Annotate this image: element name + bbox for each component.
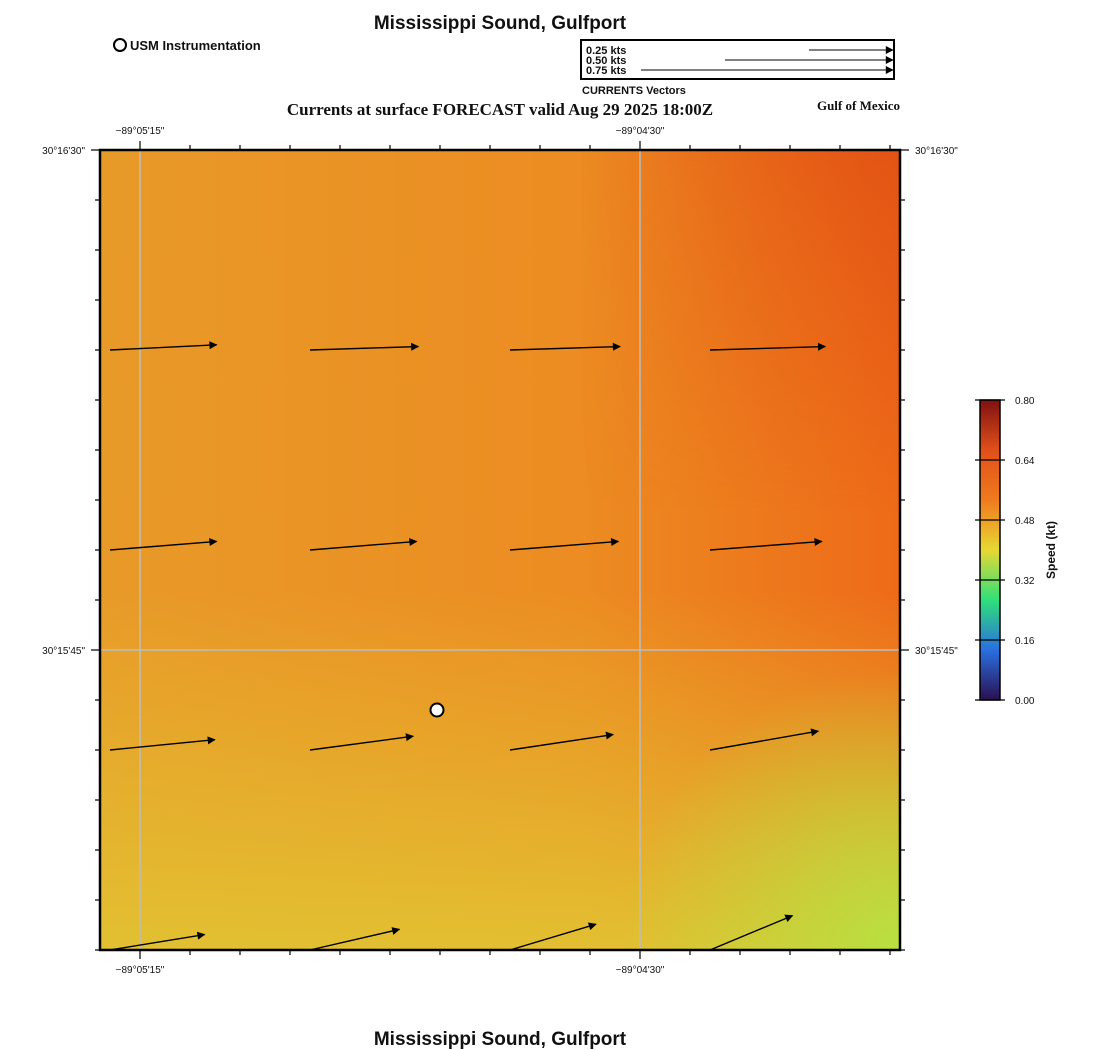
station-marker[interactable] [429, 702, 445, 718]
station-legend-label: USM Instrumentation [130, 38, 261, 53]
footer-title: Mississippi Sound, Gulfport [374, 1029, 627, 1050]
current-vector-r3-c0 [109, 931, 206, 951]
left-tick-label: 30°16'30" [42, 146, 85, 157]
vector-key-label: 0.75 kts [586, 65, 626, 77]
current-vector-r2-c0 [109, 736, 216, 751]
colorbar-tick-label: 0.48 [1015, 516, 1035, 527]
current-vector-r1-c0 [109, 537, 218, 551]
current-vector-r1-c1 [309, 537, 418, 551]
current-vector-r0-c2 [509, 342, 621, 351]
current-vector-r2-c1 [309, 733, 414, 751]
current-vector-r2-c2 [509, 731, 614, 751]
station-legend-icon [113, 38, 127, 52]
region-label: Gulf of Mexico [817, 98, 900, 113]
colorbar-tick-label: 0.64 [1015, 456, 1035, 467]
right-tick-label: 30°16'30" [915, 146, 958, 157]
current-vector-r0-c1 [309, 342, 420, 351]
frame-ticks [91, 141, 909, 959]
colorbar-ticks: 0.80 0.64 0.48 0.32 0.16 0.00 [975, 396, 1035, 707]
station-legend: USM Instrumentation [113, 38, 261, 53]
current-speed-field [100, 150, 900, 950]
bottom-tick-label: −89°05'15" [116, 965, 165, 976]
right-tick-label: 30°15'45" [915, 646, 958, 657]
colorbar-tick-label: 0.80 [1015, 396, 1035, 407]
vector-key-label: 0.25 kts [586, 45, 626, 57]
bottom-tick-label: −89°04'30" [616, 965, 665, 976]
top-tick-label: −89°04'30" [616, 126, 665, 137]
current-vector-r0-c3 [709, 342, 827, 351]
graticule [100, 150, 900, 950]
current-vector-r3-c2 [509, 922, 597, 951]
left-tick-label: 30°15'45" [42, 646, 85, 657]
speed-colorbar: 0.80 0.64 0.48 0.32 0.16 0.00 Speed (kt) [975, 396, 1058, 707]
colorbar-ramp [979, 399, 1001, 701]
colorbar-tick-label: 0.32 [1015, 576, 1035, 587]
current-vector-r1-c2 [509, 537, 620, 551]
colorbar-tick-label: 0.00 [1015, 696, 1035, 707]
current-vector-r3-c1 [309, 927, 401, 951]
current-vector-r1-c3 [709, 537, 823, 551]
vector-key-label: 0.50 kts [586, 55, 626, 67]
axis-labels: −89°05'15" −89°04'30" −89°05'15" −89°04'… [42, 126, 958, 976]
vector-legend-title: CURRENTS Vectors [582, 85, 686, 97]
colorbar-tick-label: 0.16 [1015, 636, 1035, 647]
map-title: Mississippi Sound, Gulfport [374, 13, 627, 34]
current-vectors [109, 341, 827, 951]
current-vector-r2-c3 [709, 728, 820, 751]
current-vector-r3-c3 [709, 914, 794, 951]
current-vector-r0-c0 [109, 341, 218, 351]
top-tick-label: −89°05'15" [116, 126, 165, 137]
colorbar-label: Speed (kt) [1044, 521, 1058, 579]
field-southeast-shade [100, 150, 900, 950]
map-subtitle: Currents at surface FORECAST valid Aug 2… [287, 100, 713, 119]
